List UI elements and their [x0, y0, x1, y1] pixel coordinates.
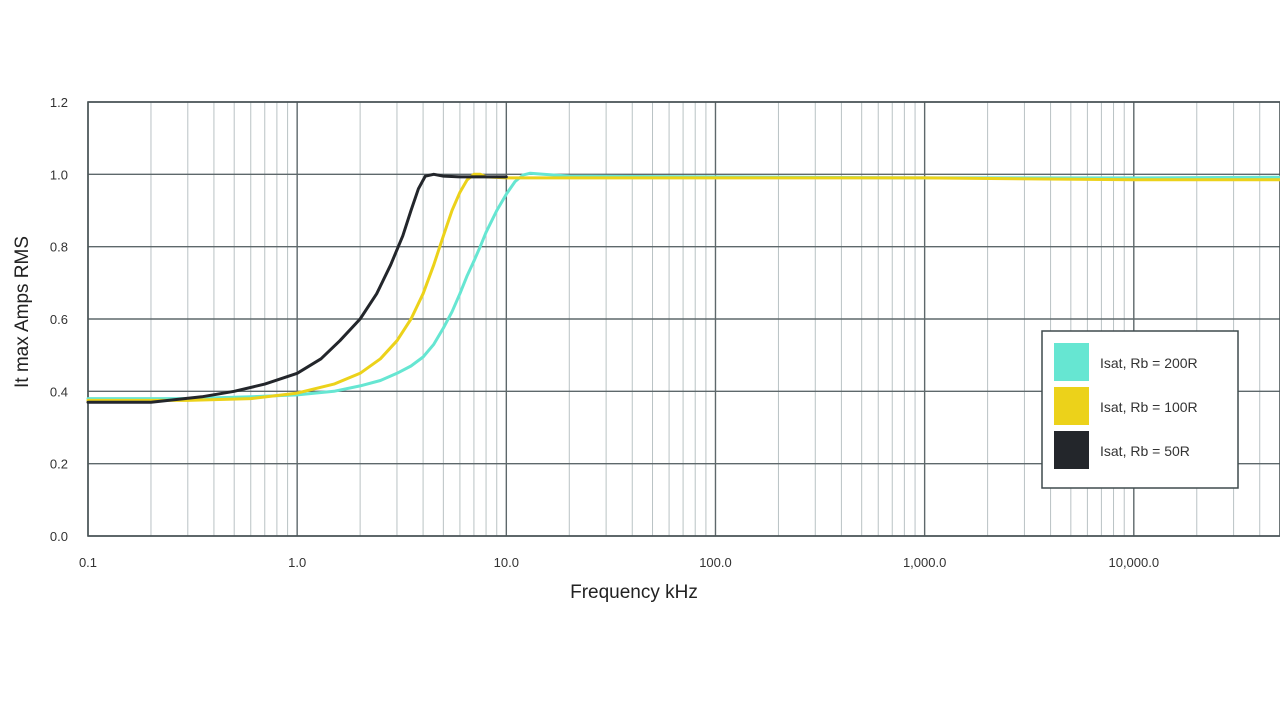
y-tick-label: 1.0 [50, 167, 68, 182]
legend-swatch-2 [1054, 431, 1089, 469]
x-axis-title: Frequency kHz [570, 582, 698, 603]
plot-frame [87, 101, 1280, 537]
series-line-2 [86, 172, 508, 404]
x-tick-labels: 0.1 1.0 10.0 100.0 1,000.0 10,000.0 [79, 555, 1159, 570]
legend-swatch-1 [1054, 387, 1089, 425]
y-tick-labels: 0.0 0.2 0.4 0.6 0.8 1.0 1.2 [50, 95, 68, 544]
legend-swatch-0 [1054, 343, 1089, 381]
x-tick-label: 10,000.0 [1108, 555, 1159, 570]
x-tick-label: 1.0 [288, 555, 306, 570]
x-tick-label: 0.1 [79, 555, 97, 570]
legend-label-0: Isat, Rb = 200R [1100, 355, 1198, 371]
legend-label-2: Isat, Rb = 50R [1100, 443, 1190, 459]
y-tick-label: 0.2 [50, 457, 68, 472]
y-tick-label: 0.0 [50, 529, 68, 544]
x-tick-label: 1,000.0 [903, 555, 946, 570]
x-tick-label: 10.0 [494, 555, 519, 570]
series-line-1 [86, 172, 1280, 402]
y-tick-label: 0.6 [50, 312, 68, 327]
legend: Isat, Rb = 200R Isat, Rb = 100R Isat, Rb =… [1041, 330, 1239, 489]
legend-label-1: Isat, Rb = 100R [1100, 399, 1198, 415]
y-axis-title: It max Amps RMS [12, 236, 33, 388]
x-tick-label: 100.0 [699, 555, 732, 570]
y-tick-label: 0.8 [50, 240, 68, 255]
series-line-0 [86, 171, 1280, 401]
y-tick-label: 0.4 [50, 384, 68, 399]
y-tick-label: 1.2 [50, 95, 68, 110]
series-layer [86, 171, 1280, 404]
